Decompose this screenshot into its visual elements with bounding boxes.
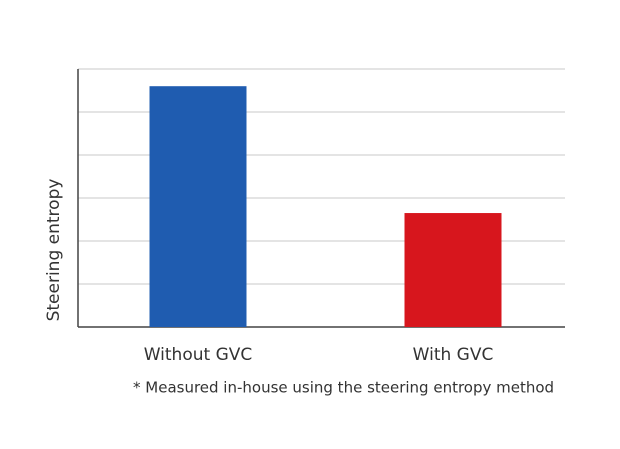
bar [404, 213, 502, 327]
y-axis-label: Steering entropy [44, 179, 64, 322]
x-tick-label: With GVC [413, 345, 494, 365]
bar [149, 86, 247, 327]
footnote: * Measured in-house using the steering e… [133, 379, 554, 397]
x-tick-label: Without GVC [144, 345, 253, 365]
